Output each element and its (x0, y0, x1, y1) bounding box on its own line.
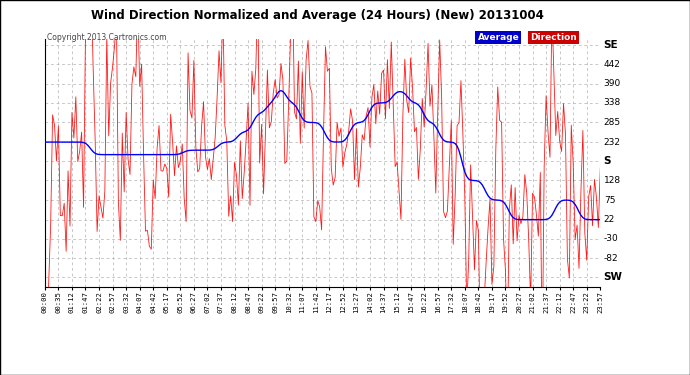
Text: -82: -82 (604, 254, 618, 262)
Text: S: S (604, 156, 611, 166)
Text: Copyright 2013 Cartronics.com: Copyright 2013 Cartronics.com (47, 33, 166, 42)
Text: Direction: Direction (530, 33, 577, 42)
Text: 22: 22 (604, 215, 615, 224)
Text: Average: Average (477, 33, 520, 42)
Text: -30: -30 (604, 234, 618, 243)
Text: 338: 338 (604, 98, 621, 107)
Text: 128: 128 (604, 176, 621, 185)
Text: 75: 75 (604, 196, 615, 205)
Text: 442: 442 (604, 60, 620, 69)
Text: 232: 232 (604, 138, 621, 147)
Text: SW: SW (604, 272, 623, 282)
Text: Wind Direction Normalized and Average (24 Hours) (New) 20131004: Wind Direction Normalized and Average (2… (91, 9, 544, 22)
Text: 390: 390 (604, 79, 621, 88)
Text: SE: SE (604, 40, 618, 50)
Text: 285: 285 (604, 118, 621, 127)
